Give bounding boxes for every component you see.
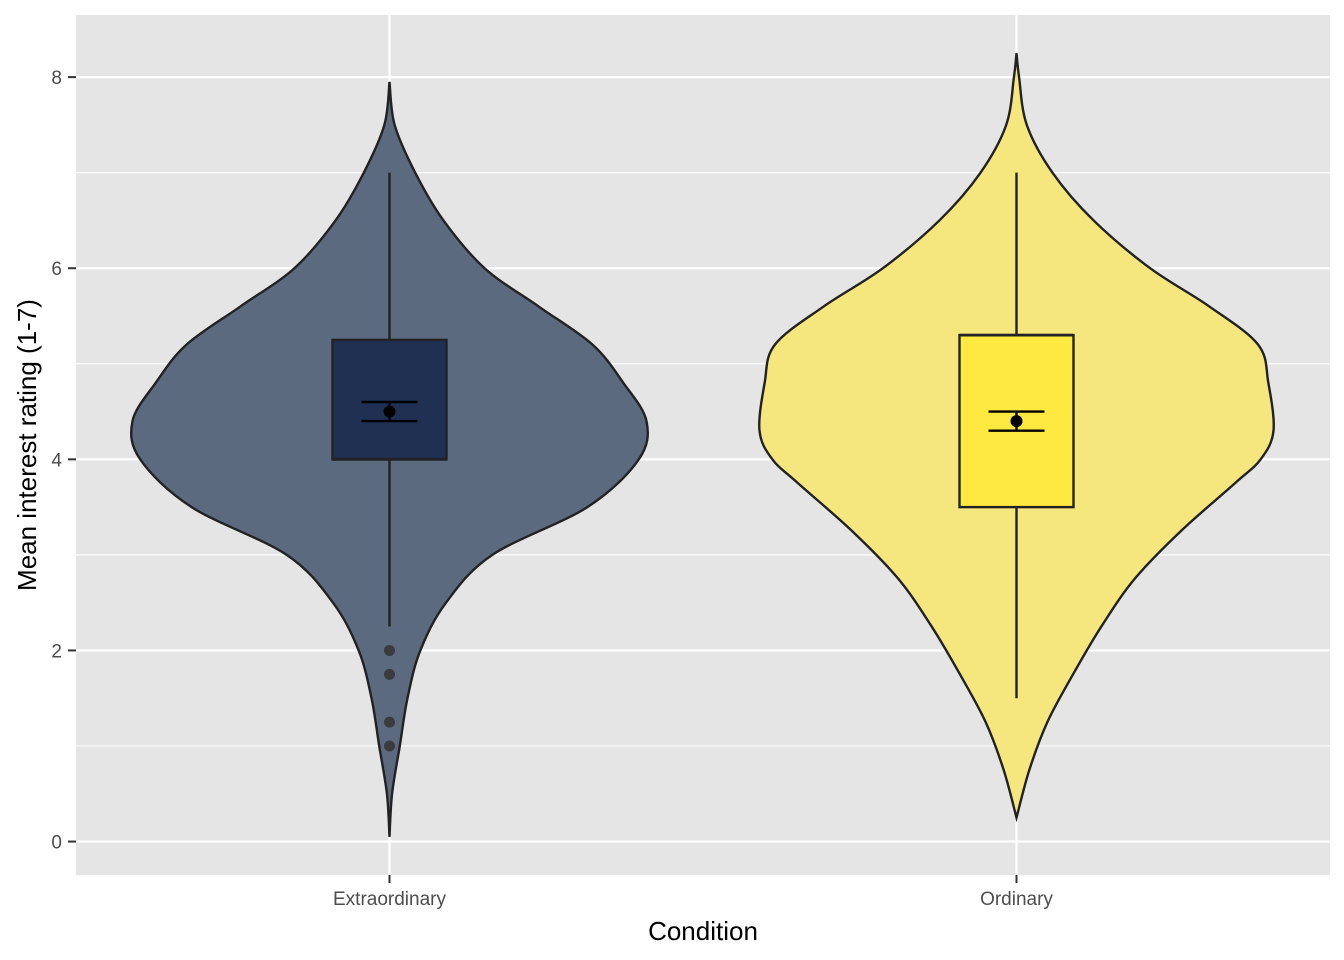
chart-marks bbox=[130, 53, 1275, 837]
x-axis-title: Condition bbox=[648, 916, 758, 946]
mean-point bbox=[1010, 415, 1023, 428]
outlier-point bbox=[384, 740, 395, 752]
mean-point bbox=[383, 405, 396, 418]
box-extraordinary bbox=[331, 338, 448, 461]
outlier-point bbox=[384, 716, 395, 728]
y-tick-label: 0 bbox=[51, 833, 62, 854]
outlier-point bbox=[384, 644, 395, 656]
y-axis: 0 2 4 6 8 bbox=[51, 68, 76, 854]
x-tick-label: Extraordinary bbox=[333, 889, 446, 910]
y-tick-label: 8 bbox=[51, 68, 62, 89]
x-axis: Extraordinary Ordinary bbox=[333, 875, 1053, 910]
outlier-point bbox=[384, 668, 395, 680]
y-tick-label: 4 bbox=[51, 450, 62, 471]
y-axis-title: Mean interest rating (1-7) bbox=[12, 299, 42, 591]
y-tick-label: 6 bbox=[51, 259, 62, 280]
y-tick-label: 2 bbox=[51, 641, 62, 662]
x-tick-label: Ordinary bbox=[980, 889, 1053, 910]
